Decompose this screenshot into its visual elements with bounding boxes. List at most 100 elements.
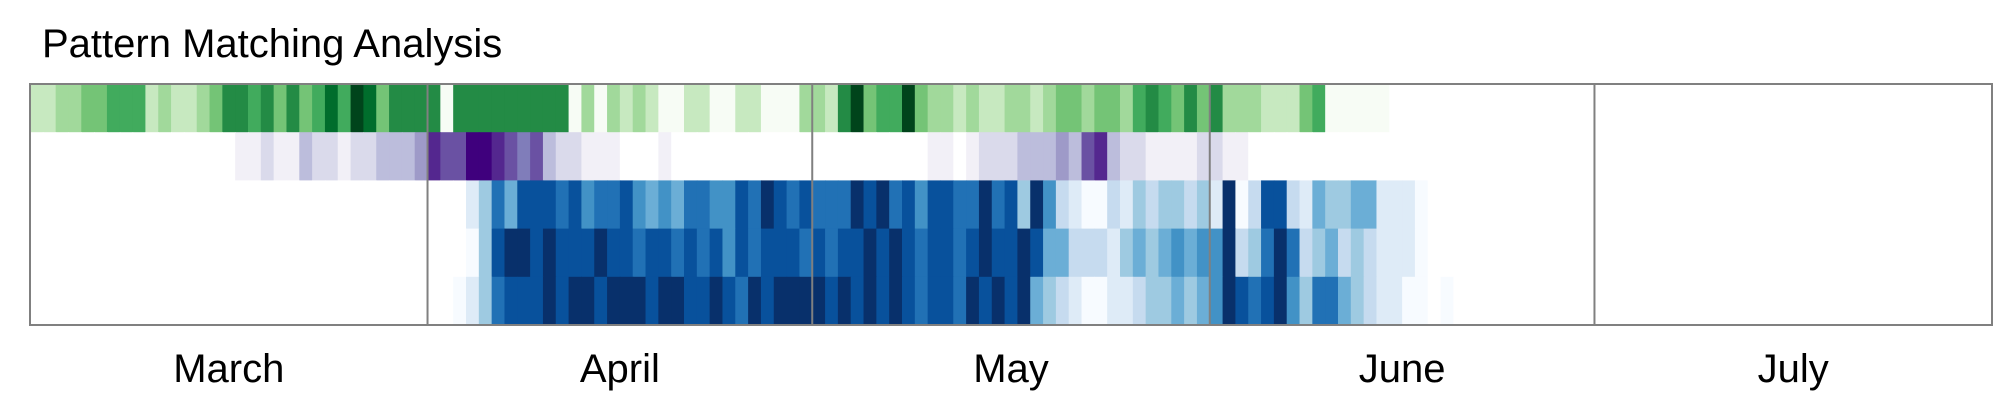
heatmap-cell	[1299, 180, 1313, 230]
heatmap-cell	[1402, 180, 1416, 230]
heatmap-cell	[119, 132, 134, 181]
heatmap-cell	[1748, 180, 1762, 230]
heatmap-cell	[1786, 84, 1801, 133]
heatmap-cell	[1389, 276, 1403, 326]
heatmap-cell	[735, 84, 749, 133]
heatmap-cell	[735, 276, 749, 326]
heatmap-cell	[1748, 84, 1762, 133]
heatmap-cell	[106, 84, 121, 133]
heatmap-cell	[722, 132, 736, 181]
heatmap-cell	[1915, 84, 1929, 133]
heatmap-cell	[1786, 132, 1801, 181]
heatmap-cell	[1120, 276, 1134, 326]
heatmap-cell	[1132, 276, 1147, 326]
heatmap-cell	[363, 132, 377, 181]
heatmap-cell	[735, 228, 749, 278]
heatmap-cell	[902, 180, 916, 230]
heatmap-cell	[1248, 180, 1262, 230]
heatmap-cell	[1453, 276, 1467, 326]
heatmap-cell	[1671, 180, 1685, 230]
heatmap-cell	[491, 180, 506, 230]
heatmap-cell	[1427, 276, 1442, 326]
heatmap-cell	[466, 228, 480, 278]
heatmap-cell	[555, 132, 570, 181]
heatmap-cell	[722, 180, 736, 230]
heatmap-cell	[1222, 132, 1237, 181]
heatmap-cell	[1376, 276, 1390, 326]
heatmap-cell	[1799, 276, 1814, 326]
heatmap-cell	[158, 132, 172, 181]
heatmap-cell	[1107, 180, 1121, 230]
heatmap-cell	[1338, 132, 1352, 181]
heatmap-cell	[812, 84, 826, 133]
heatmap-cell	[1248, 132, 1262, 181]
heatmap-cell	[1338, 84, 1352, 133]
heatmap-cell	[607, 180, 621, 230]
heatmap-cell	[1927, 132, 1942, 181]
heatmap-cell	[799, 276, 813, 326]
heatmap-cell	[1427, 228, 1442, 278]
heatmap-cell	[363, 180, 377, 230]
heatmap-cell	[812, 276, 826, 326]
heatmap-cell	[991, 276, 1006, 326]
heatmap-cell	[1440, 228, 1455, 278]
heatmap-cell	[863, 84, 877, 133]
heatmap-cell	[1402, 132, 1416, 181]
heatmap-cell	[30, 132, 44, 181]
heatmap-cell	[1684, 276, 1698, 326]
heatmap-cell	[1940, 180, 1955, 230]
heatmap-cell	[1812, 276, 1826, 326]
heatmap-cell	[376, 228, 390, 278]
heatmap-cell	[517, 228, 531, 278]
heatmap-cell	[709, 132, 724, 181]
heatmap-cell	[1286, 276, 1301, 326]
heatmap-cell	[1043, 276, 1057, 326]
heatmap-cell	[414, 180, 429, 230]
heatmap-cell	[440, 84, 454, 133]
heatmap-cell	[132, 132, 147, 181]
heatmap-cell	[696, 132, 711, 181]
heatmap-cell	[1517, 180, 1531, 230]
heatmap-cell	[966, 228, 980, 278]
heatmap-cell	[260, 84, 275, 133]
heatmap-cell	[145, 276, 159, 326]
heatmap-cell	[517, 132, 531, 181]
heatmap-cell	[209, 180, 223, 230]
heatmap-cell	[1850, 84, 1865, 133]
heatmap-cell	[222, 132, 236, 181]
x-axis-tick-labels: March April May June July	[173, 347, 1829, 391]
heatmap-cell	[1081, 132, 1095, 181]
heatmap-cell	[1517, 84, 1531, 133]
heatmap-cell	[902, 84, 916, 133]
heatmap-cell	[837, 228, 852, 278]
heatmap-cell	[632, 180, 647, 230]
heatmap-cell	[1709, 180, 1724, 230]
heatmap-cell	[1030, 180, 1044, 230]
heatmap-cell	[1927, 228, 1942, 278]
heatmap-cell	[350, 276, 365, 326]
heatmap-cell	[825, 84, 839, 133]
heatmap-cell	[1645, 180, 1660, 230]
heatmap-cell	[1722, 180, 1737, 230]
heatmap-cell	[1979, 180, 1993, 230]
heatmap-cell	[735, 180, 749, 230]
heatmap-cell	[1094, 228, 1108, 278]
heatmap-cell	[299, 132, 313, 181]
heatmap-cell	[1709, 84, 1724, 133]
heatmap-cell	[581, 180, 595, 230]
heatmap-cell	[1838, 228, 1852, 278]
heatmap-cell	[1466, 228, 1480, 278]
heatmap-cell	[850, 276, 865, 326]
heatmap-cell	[619, 84, 634, 133]
heatmap-cell	[440, 180, 454, 230]
heatmap-cell	[158, 84, 172, 133]
heatmap-cell	[1209, 132, 1224, 181]
heatmap-cell	[1466, 180, 1480, 230]
heatmap-cell	[1171, 84, 1185, 133]
heatmap-cell	[1850, 276, 1865, 326]
heatmap-cell	[1774, 132, 1788, 181]
heatmap-cell	[1479, 276, 1493, 326]
heatmap-cell	[1222, 84, 1237, 133]
heatmap-cell	[966, 84, 980, 133]
heatmap-cell	[978, 84, 993, 133]
